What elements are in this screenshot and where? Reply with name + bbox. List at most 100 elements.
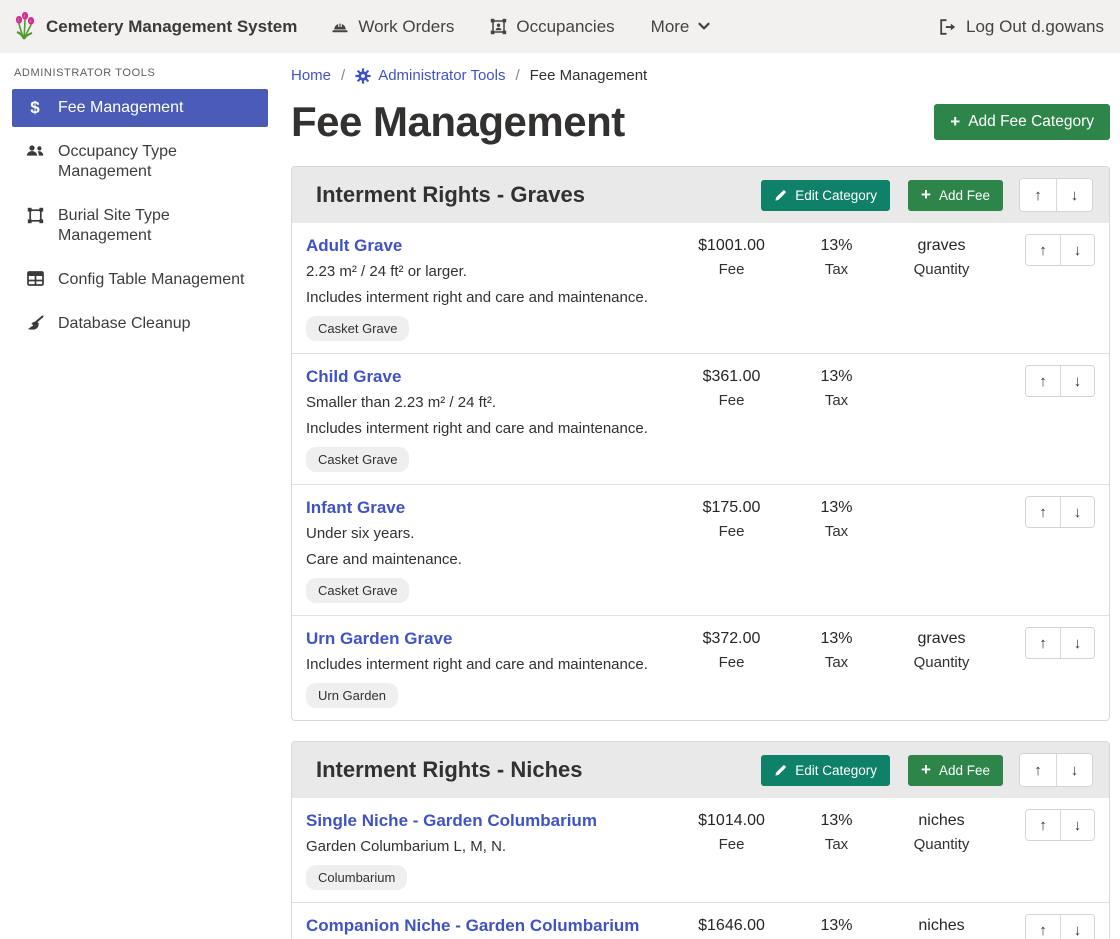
move-fee-down-button[interactable]: ↓	[1060, 497, 1094, 527]
move-fee-down-button[interactable]: ↓	[1060, 628, 1094, 658]
fee-descriptions: Garden Columbarium L, M, N.	[306, 835, 674, 859]
fee-amount-label: Fee	[674, 654, 789, 671]
sidebar-item-database-cleanup[interactable]: Database Cleanup	[12, 305, 268, 343]
fee-description: Garden Columbarium L, M, N.	[306, 835, 674, 859]
move-fee-up-button[interactable]: ↑	[1026, 915, 1060, 939]
add-fee-category-label: Add Fee Category	[968, 113, 1094, 131]
fee-name-link[interactable]: Urn Garden Grave	[306, 627, 452, 651]
nav-item-work-orders[interactable]: Work Orders	[331, 17, 454, 37]
gear-icon	[355, 68, 371, 84]
fee-name-link[interactable]: Companion Niche - Garden Columbarium	[306, 914, 639, 938]
fee-type-badge: Urn Garden	[306, 683, 398, 708]
pencil-icon	[774, 764, 787, 777]
edit-category-button[interactable]: Edit Category	[761, 755, 890, 786]
fee-description: Care and maintenance.	[306, 548, 674, 572]
move-fee-down-button[interactable]: ↓	[1060, 810, 1094, 840]
fee-descriptions: Smaller than 2.23 m² / 24 ft².Includes i…	[306, 391, 674, 441]
fee-reorder-group: ↑ ↓	[999, 234, 1095, 266]
fee-amount-value: $1001.00	[674, 234, 789, 258]
fee-quantity-label: Quantity	[884, 654, 999, 671]
sidebar-item-label: Database Cleanup	[58, 314, 191, 334]
breadcrumb-home-link[interactable]: Home	[291, 67, 331, 84]
fee-details: Companion Niche - Garden Columbarium Gar…	[306, 914, 674, 939]
sidebar-item-burial-site-type[interactable]: Burial Site Type Management	[12, 197, 268, 255]
fee-quantity-label: Quantity	[884, 261, 999, 278]
plus-icon: +	[921, 763, 931, 777]
breadcrumb-admin-tools-link[interactable]: Administrator Tools	[355, 67, 505, 84]
fee-quantity-value: graves	[884, 627, 999, 651]
app-brand[interactable]: Cemetery Management System	[12, 12, 297, 42]
move-category-up-button[interactable]: ↑	[1020, 179, 1056, 211]
fee-description: Smaller than 2.23 m² / 24 ft².	[306, 391, 674, 415]
fee-quantity-value: niches	[884, 809, 999, 833]
fee-details: Urn Garden Grave Includes interment righ…	[306, 627, 674, 708]
fee-amount-label: Fee	[674, 523, 789, 540]
sidebar-heading: ADMINISTRATOR TOOLS	[0, 61, 280, 89]
fee-badges: Casket Grave	[306, 578, 674, 603]
fee-details: Adult Grave 2.23 m² / 24 ft² or larger.I…	[306, 234, 674, 341]
move-fee-up-button[interactable]: ↑	[1026, 810, 1060, 840]
fee-name-link[interactable]: Infant Grave	[306, 496, 405, 520]
fee-name-link[interactable]: Single Niche - Garden Columbarium	[306, 809, 597, 833]
fee-quantity-column	[884, 496, 999, 499]
move-fee-up-button[interactable]: ↑	[1026, 497, 1060, 527]
fee-amount-value: $175.00	[674, 496, 789, 520]
sidebar-item-label: Fee Management	[58, 98, 183, 118]
fee-amount-column: $1001.00 Fee	[674, 234, 789, 278]
sidebar-item-label: Config Table Management	[58, 270, 245, 290]
fee-descriptions: Under six years.Care and maintenance.	[306, 522, 674, 572]
fee-amount-value: $1014.00	[674, 809, 789, 833]
move-fee-up-button[interactable]: ↑	[1026, 366, 1060, 396]
nav-item-occupancies[interactable]: Occupancies	[490, 17, 614, 37]
move-fee-down-button[interactable]: ↓	[1060, 366, 1094, 396]
fee-quantity-column: graves Quantity	[884, 627, 999, 671]
move-category-up-button[interactable]: ↑	[1020, 754, 1056, 786]
fee-quantity-column	[884, 365, 999, 368]
move-fee-down-button[interactable]: ↓	[1060, 915, 1094, 939]
add-fee-category-button[interactable]: + Add Fee Category	[934, 104, 1110, 140]
fee-tax-value: 13%	[789, 627, 884, 651]
sidebar-item-occupancy-type[interactable]: Occupancy Type Management	[12, 133, 268, 191]
fee-tax-column: 13% Tax	[789, 496, 884, 540]
category-reorder-group: ↑ ↓	[1019, 753, 1093, 787]
move-fee-up-button[interactable]: ↑	[1026, 628, 1060, 658]
sidebar-item-label: Occupancy Type Management	[58, 142, 258, 182]
pencil-icon	[774, 189, 787, 202]
frame-icon	[24, 206, 46, 224]
fee-badges: Columbarium	[306, 865, 674, 890]
fee-category-card: Interment Rights - Graves Edit Category …	[291, 166, 1110, 721]
add-fee-button[interactable]: + Add Fee	[908, 755, 1003, 786]
fee-tax-value: 13%	[789, 496, 884, 520]
category-reorder-group: ↑ ↓	[1019, 178, 1093, 212]
sidebar-item-config-table[interactable]: Config Table Management	[12, 261, 268, 299]
add-fee-button[interactable]: + Add Fee	[908, 180, 1003, 211]
fee-tax-label: Tax	[789, 523, 884, 540]
sidebar-item-fee-management[interactable]: $ Fee Management	[12, 89, 268, 127]
fee-amount-column: $175.00 Fee	[674, 496, 789, 540]
fee-details: Infant Grave Under six years.Care and ma…	[306, 496, 674, 603]
move-category-down-button[interactable]: ↓	[1056, 754, 1092, 786]
logout-button[interactable]: Log Out d.gowans	[939, 17, 1104, 37]
table-icon	[24, 270, 46, 286]
fee-amount-value: $1646.00	[674, 914, 789, 938]
fee-name-link[interactable]: Child Grave	[306, 365, 401, 389]
move-fee-down-button[interactable]: ↓	[1060, 235, 1094, 265]
edit-category-button[interactable]: Edit Category	[761, 180, 890, 211]
fee-category-card: Interment Rights - Niches Edit Category …	[291, 741, 1110, 939]
nav-item-label: More	[651, 17, 690, 37]
move-category-down-button[interactable]: ↓	[1056, 179, 1092, 211]
nav-item-more[interactable]: More	[651, 17, 711, 37]
chevron-down-icon	[698, 22, 710, 31]
add-fee-label: Add Fee	[939, 763, 990, 778]
move-fee-up-button[interactable]: ↑	[1026, 235, 1060, 265]
fee-tax-label: Tax	[789, 392, 884, 409]
fee-type-badge: Casket Grave	[306, 578, 409, 603]
fee-quantity-value: graves	[884, 234, 999, 258]
tulip-logo-icon	[12, 12, 38, 42]
fee-row: Urn Garden Grave Includes interment righ…	[292, 615, 1109, 720]
fee-name-link[interactable]: Adult Grave	[306, 234, 402, 258]
top-navbar: Cemetery Management System Work Orders	[0, 0, 1120, 53]
fee-tax-column: 13% Tax	[789, 914, 884, 939]
fee-quantity-column: niches Quantity	[884, 914, 999, 939]
fee-tax-column: 13% Tax	[789, 809, 884, 853]
